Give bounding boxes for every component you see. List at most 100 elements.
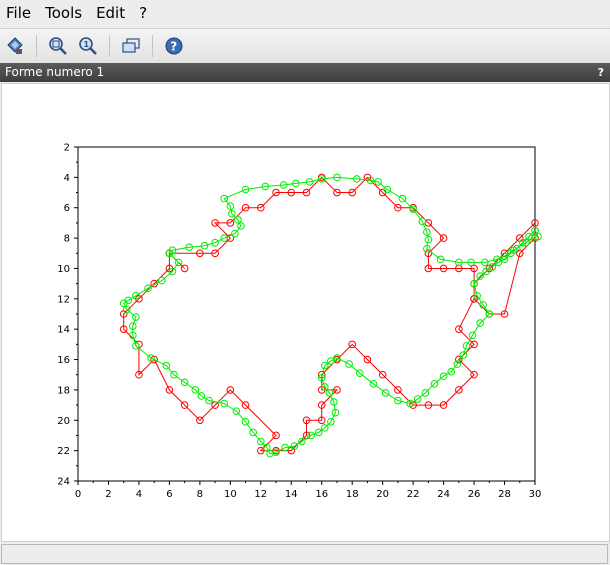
- x-tick-label: 26: [468, 489, 481, 500]
- series-2-point: [479, 301, 488, 309]
- series-2-point: [500, 252, 509, 261]
- datatip-icon[interactable]: [4, 35, 26, 57]
- series-1-point: [211, 249, 219, 258]
- series-1-point: [135, 370, 143, 379]
- series-2-point: [320, 361, 329, 370]
- series-2-point: [333, 354, 341, 362]
- x-tick-label: 4: [136, 489, 142, 500]
- series-2-point: [226, 202, 235, 211]
- rotate-icon[interactable]: [120, 35, 142, 57]
- series-2-point: [191, 386, 200, 394]
- menu-edit[interactable]: Edit: [96, 4, 126, 22]
- toolbar-separator: [36, 35, 37, 57]
- series-1-point: [470, 370, 478, 379]
- y-tick-label: 14: [57, 325, 70, 336]
- series-1-point: [455, 325, 463, 333]
- series-1-point: [211, 219, 219, 227]
- series-2-point: [307, 431, 315, 440]
- x-tick-label: 20: [376, 489, 389, 500]
- series-2-point: [124, 296, 133, 305]
- x-tick-label: 12: [254, 489, 267, 500]
- series-2-point: [122, 305, 131, 314]
- series-2-point: [470, 279, 478, 288]
- series-2-point: [534, 232, 542, 241]
- y-tick-label: 12: [57, 294, 70, 305]
- series-2-point: [180, 378, 189, 387]
- plot-canvas[interactable]: 0 2 4 6 8 10 12 14 16 18 20 22 24 26 28 30 2 4 6 8 10 12 14 16 1…: [1, 83, 610, 542]
- series-2-point: [467, 258, 475, 267]
- series-2-point: [279, 181, 288, 189]
- menu-tools[interactable]: Tools: [45, 4, 83, 22]
- series-2-point: [519, 238, 527, 247]
- series-2-point: [447, 367, 456, 376]
- series-2-point: [132, 313, 140, 321]
- series-2-point: [168, 267, 177, 276]
- series-2-point: [345, 360, 353, 368]
- series-2-point: [249, 428, 257, 437]
- series-2-point: [174, 258, 183, 267]
- series-2-point: [374, 178, 382, 186]
- zoom-in-icon[interactable]: [47, 35, 69, 57]
- series-2-point: [423, 228, 431, 236]
- series-2-point: [317, 373, 326, 382]
- series-1-point: [256, 203, 265, 212]
- series-2-point: [231, 229, 239, 238]
- zoom-reset-icon[interactable]: 1: [77, 35, 99, 57]
- series-2-point: [424, 235, 433, 244]
- series-2-point: [366, 176, 375, 185]
- series-2-point: [205, 396, 213, 405]
- svg-text:1: 1: [84, 40, 90, 49]
- series-2-point: [381, 389, 390, 397]
- series-2-point: [383, 185, 392, 194]
- series-1-point: [378, 370, 387, 379]
- x-tick-label: 24: [437, 489, 450, 500]
- series-2-point: [476, 319, 484, 327]
- series-2-point: [261, 182, 270, 191]
- series-2-point: [423, 244, 431, 253]
- series-2-point: [409, 205, 417, 214]
- series-1-point: [439, 401, 448, 409]
- series-2-point: [228, 210, 236, 218]
- y-tick-label: 10: [57, 264, 70, 275]
- series-1-point: [424, 401, 433, 409]
- x-tick-label: 2: [105, 489, 111, 500]
- toolbar-separator: [109, 35, 110, 57]
- series-2-point: [129, 331, 137, 340]
- series-1-point: [470, 264, 478, 273]
- series-line-1: [123, 176, 536, 452]
- series-1-point: [348, 340, 357, 349]
- help-icon[interactable]: ?: [163, 35, 185, 57]
- series-1-point: [363, 355, 372, 364]
- series-2-point: [298, 437, 306, 446]
- series-1-point: [196, 416, 204, 425]
- series-2-point: [459, 351, 468, 359]
- series-2-point: [330, 398, 338, 406]
- series-2-point: [482, 267, 491, 276]
- series-1-point: [302, 188, 311, 197]
- series-2-point: [418, 217, 427, 226]
- menu-file[interactable]: File: [6, 4, 32, 22]
- series-2-point: [168, 246, 177, 255]
- series-2-point: [211, 238, 219, 247]
- series-2-point: [170, 370, 178, 379]
- x-tick-label: 22: [407, 489, 420, 500]
- series-1-point: [302, 416, 311, 425]
- figure-title: Forme numero 1: [5, 65, 105, 79]
- y-tick-label: 16: [57, 355, 70, 366]
- series-1-point: [500, 310, 509, 318]
- series-2-point: [331, 408, 340, 417]
- series-2-point: [237, 222, 245, 230]
- series-2-point: [493, 255, 501, 264]
- series-1-point: [226, 219, 235, 227]
- x-tick-label: 14: [285, 489, 298, 500]
- figure-help-button[interactable]: ?: [597, 66, 604, 79]
- y-tick-label: 6: [64, 203, 70, 214]
- series-1-point: [180, 264, 189, 273]
- series-2-point: [430, 380, 439, 388]
- series-1-point: [455, 355, 463, 364]
- series-1-point: [455, 264, 463, 273]
- menu-help[interactable]: ?: [139, 4, 148, 22]
- series-2-point: [320, 383, 329, 391]
- x-tick-label: 30: [529, 489, 542, 500]
- series-1-point: [165, 386, 174, 394]
